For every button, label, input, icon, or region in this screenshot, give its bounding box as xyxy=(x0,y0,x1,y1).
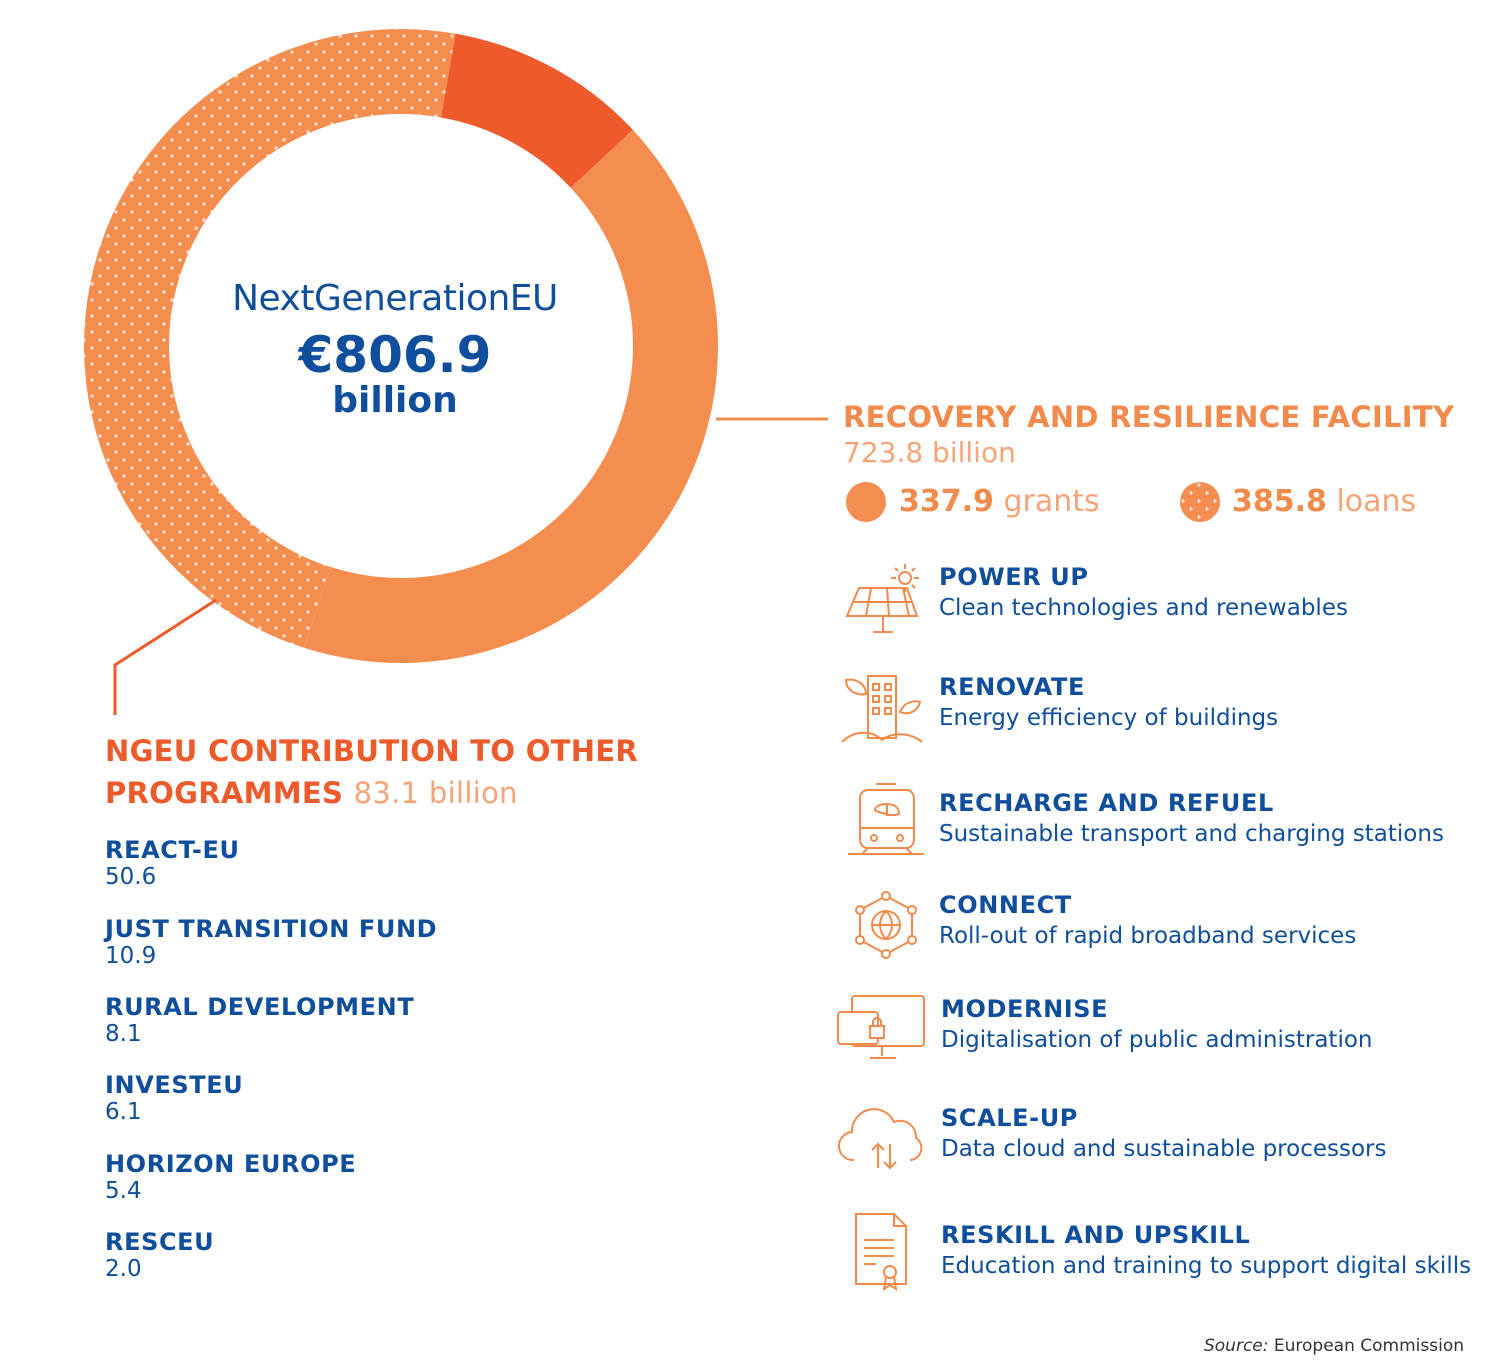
programme-name: INVESTEU xyxy=(105,1071,244,1099)
programme-value: 10.9 xyxy=(105,943,157,969)
rrf-title: RECOVERY AND RESILIENCE FACILITY xyxy=(843,400,1455,434)
category-title: RENOVATE xyxy=(939,673,1085,701)
programme-horizon-europe: HORIZON EUROPE 5.4 xyxy=(105,1150,356,1204)
programme-rural-development: RURAL DEVELOPMENT 8.1 xyxy=(105,993,414,1047)
programme-value: 8.1 xyxy=(105,1021,142,1047)
programme-name: HORIZON EUROPE xyxy=(105,1150,357,1178)
programme-value: 6.1 xyxy=(105,1099,142,1125)
secure-computer-icon xyxy=(837,995,925,1059)
programme-value: 5.4 xyxy=(105,1178,142,1204)
loans-label: loans xyxy=(1336,484,1417,519)
grants-value: 337.9 xyxy=(899,484,994,519)
category-description: Sustainable transport and charging stati… xyxy=(939,821,1444,847)
loans-legend-icon xyxy=(1180,482,1220,522)
solar-panel-icon xyxy=(845,564,919,633)
grants-legend-icon xyxy=(846,482,886,522)
rrf-category-renovate: RENOVATE Energy efficiency of buildings xyxy=(939,672,1278,734)
programme-investeu: INVESTEU 6.1 xyxy=(105,1071,243,1125)
programme-value: 2.0 xyxy=(105,1256,142,1282)
programme-name: JUST TRANSITION FUND xyxy=(105,915,438,943)
programme-resceu: RESCEU 2.0 xyxy=(105,1228,214,1282)
ngeu-total: 83.1 billion xyxy=(353,776,518,810)
center-title: NextGenerationEU xyxy=(232,278,558,319)
programme-name: RURAL DEVELOPMENT xyxy=(105,993,415,1021)
programme-name: RESCEU xyxy=(105,1228,215,1256)
center-total-unit: billion xyxy=(332,380,458,421)
rrf-category-modernise: MODERNISE Digitalisation of public admin… xyxy=(941,994,1373,1056)
category-title: SCALE-UP xyxy=(941,1104,1078,1132)
donut-slice-loans xyxy=(83,28,456,648)
ngeu-title: NGEU CONTRIBUTION TO OTHER PROGRAMMES 83… xyxy=(105,730,665,814)
ngeu-title-line2: PROGRAMMES xyxy=(105,776,344,810)
rrf-category-recharge-and-refuel: RECHARGE AND REFUEL Sustainable transpor… xyxy=(939,788,1444,850)
category-description: Data cloud and sustainable processors xyxy=(941,1136,1387,1162)
programme-name: REACT-EU xyxy=(105,836,240,864)
category-description: Roll-out of rapid broadband services xyxy=(939,923,1357,949)
category-title: RESKILL AND UPSKILL xyxy=(941,1221,1251,1249)
rrf-category-connect: CONNECT Roll-out of rapid broadband serv… xyxy=(939,890,1356,952)
category-title: POWER UP xyxy=(939,563,1089,591)
category-title: MODERNISE xyxy=(941,995,1109,1023)
rrf-category-reskill-and-upskill: RESKILL AND UPSKILL Education and traini… xyxy=(941,1220,1471,1282)
center-total-value: €806.9 xyxy=(298,326,492,384)
programme-value: 50.6 xyxy=(105,864,157,890)
category-description: Education and training to support digita… xyxy=(941,1253,1472,1279)
loans-value: 385.8 xyxy=(1232,484,1327,519)
cloud-transfer-icon xyxy=(838,1108,923,1170)
programme-react-eu: REACT-EU 50.6 xyxy=(105,836,240,890)
green-building-icon xyxy=(841,675,923,743)
source-text: European Commission xyxy=(1273,1336,1464,1356)
rrf-total: 723.8 billion xyxy=(843,436,1016,469)
category-description: Digitalisation of public administration xyxy=(941,1027,1373,1053)
programme-just-transition-fund: JUST TRANSITION FUND 10.9 xyxy=(105,915,437,969)
network-globe-icon xyxy=(855,891,917,959)
source-label: Source: xyxy=(1203,1336,1269,1356)
category-title: CONNECT xyxy=(939,891,1072,919)
category-title: RECHARGE AND REFUEL xyxy=(939,789,1274,817)
donut-slice-ngeu-contribution-to-other-programmes xyxy=(440,33,633,188)
loans-legend: 385.8 loans xyxy=(1232,484,1416,519)
rrf-category-power-up: POWER UP Clean technologies and renewabl… xyxy=(939,562,1348,624)
source-note: Source: European Commission xyxy=(1204,1336,1464,1356)
train-icon xyxy=(848,783,924,855)
grants-label: grants xyxy=(1003,484,1100,519)
certificate-icon xyxy=(855,1213,907,1292)
rrf-category-scale-up: SCALE-UP Data cloud and sustainable proc… xyxy=(941,1103,1386,1165)
donut-slice-grants xyxy=(304,129,718,663)
ngeu-title-line1: NGEU CONTRIBUTION TO OTHER xyxy=(105,734,639,768)
ngeu-leader-line xyxy=(113,598,217,715)
category-description: Energy efficiency of buildings xyxy=(939,705,1279,731)
grants-legend: 337.9 grants xyxy=(899,484,1100,519)
category-description: Clean technologies and renewables xyxy=(939,595,1348,621)
